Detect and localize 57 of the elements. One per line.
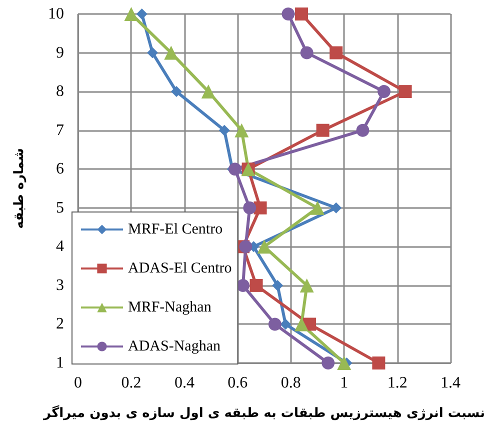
y-tick-label: 6: [56, 160, 64, 178]
point: [295, 8, 308, 20]
y-tick-label: 4: [56, 238, 64, 256]
point: [236, 278, 250, 292]
y-tick-label: 3: [56, 276, 64, 294]
point: [254, 201, 267, 214]
y-tick-label: 10: [48, 6, 64, 22]
point: [378, 85, 391, 98]
point: [170, 86, 182, 98]
point: [322, 356, 335, 370]
legend-label: ADAS-El Centro: [128, 260, 232, 276]
legend-label: MRF-Naghan: [128, 300, 212, 316]
y-tick-label: 7: [56, 122, 64, 139]
point: [250, 278, 263, 292]
point: [398, 85, 412, 98]
y-tick-label: 2: [56, 316, 64, 333]
point: [372, 356, 386, 370]
point: [239, 240, 252, 254]
y-axis-title: شماره طبقه: [12, 148, 27, 229]
point: [300, 278, 314, 292]
y-tick-label: 5: [56, 199, 64, 216]
x-tick-label: 0.8: [280, 374, 301, 392]
x-tick-label: 1.2: [387, 374, 408, 392]
point: [268, 318, 282, 331]
point: [234, 123, 249, 138]
point: [136, 8, 148, 20]
point: [300, 46, 314, 60]
y-tick-label: 1: [56, 354, 64, 372]
x-tick-label: 0.4: [174, 374, 194, 392]
point: [147, 47, 158, 58]
point: [164, 46, 178, 60]
x-tick-label: 0: [74, 374, 82, 392]
point: [310, 200, 324, 215]
point: [201, 84, 216, 99]
point: [356, 124, 370, 137]
point: [218, 124, 230, 136]
point: [280, 318, 292, 330]
point: [257, 240, 272, 254]
x-tick-label: 0.2: [121, 374, 142, 392]
point: [124, 7, 138, 21]
legend-label: MRF-El Centro: [128, 222, 223, 238]
point: [330, 202, 342, 214]
x-tick-label: 0.6: [228, 374, 248, 392]
y-tick-label: 9: [56, 44, 64, 62]
x-axis-title: نسبت انرژی هیسترزیس طبقات به طبقه ی اول سازه ی بدون میراگر: [42, 405, 486, 421]
point: [337, 356, 352, 370]
point: [228, 162, 242, 176]
point: [316, 124, 330, 137]
point: [243, 201, 256, 214]
point: [272, 280, 284, 291]
point: [282, 8, 295, 20]
x-tick-label: 1.4: [440, 374, 461, 392]
x-tick-label: 1: [340, 374, 348, 392]
point: [294, 317, 309, 332]
point: [330, 46, 343, 60]
y-tick-label: 8: [56, 83, 64, 100]
legend-label: ADAS-Naghan: [128, 338, 221, 354]
